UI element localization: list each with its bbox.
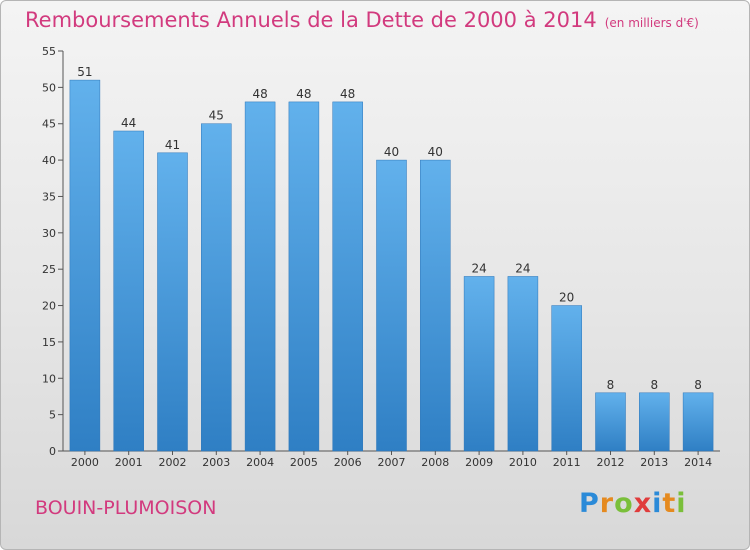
x-tick-label: 2011	[553, 456, 581, 469]
bar	[157, 152, 188, 452]
x-tick-label: 2008	[421, 456, 449, 469]
bar	[420, 159, 451, 452]
y-tick-label: 40	[42, 154, 56, 167]
data-label: 44	[121, 116, 136, 130]
bar	[288, 101, 320, 452]
x-tick-label: 2003	[202, 456, 230, 469]
data-label: 41	[165, 138, 180, 152]
city-name: BOUIN-PLUMOISON	[35, 497, 217, 519]
bar	[551, 305, 582, 452]
y-tick-label: 15	[42, 336, 56, 349]
x-tick-label: 2012	[597, 456, 625, 469]
logo-letter: i	[676, 488, 687, 519]
x-tick-label: 2004	[246, 456, 274, 469]
logo-letter: r	[599, 488, 615, 519]
data-label: 48	[252, 87, 267, 101]
y-tick-label: 35	[42, 190, 56, 203]
x-tick-label: 2000	[71, 456, 99, 469]
bar	[244, 101, 276, 452]
y-tick-label: 50	[42, 81, 56, 94]
data-label: 8	[694, 378, 702, 392]
logo-letter: P	[579, 488, 600, 519]
data-label: 45	[209, 109, 224, 123]
data-label: 40	[384, 145, 399, 159]
bar	[201, 123, 232, 452]
data-label: 51	[77, 65, 92, 79]
x-tick-label: 2014	[684, 456, 712, 469]
title-unit: (en milliers d'€)	[604, 16, 699, 30]
bar	[376, 159, 407, 452]
bar	[69, 79, 101, 452]
x-tick-label: 2007	[378, 456, 406, 469]
data-label: 24	[515, 261, 530, 275]
bar	[507, 276, 539, 452]
y-tick-label: 30	[42, 227, 56, 240]
y-tick-label: 10	[42, 372, 56, 385]
y-tick-label: 20	[42, 300, 56, 313]
y-tick-label: 0	[49, 445, 56, 458]
y-tick-label: 55	[42, 45, 56, 58]
data-label: 48	[340, 87, 355, 101]
x-tick-label: 2013	[640, 456, 668, 469]
bar	[113, 130, 144, 452]
bar	[639, 392, 670, 452]
x-tick-label: 2006	[334, 456, 362, 469]
y-tick-label: 5	[49, 409, 56, 422]
x-tick-label: 2002	[159, 456, 187, 469]
chart-title: Remboursements Annuels de la Dette de 20…	[25, 8, 699, 32]
data-label: 48	[296, 87, 311, 101]
bar	[682, 392, 714, 452]
title-text: Remboursements Annuels de la Dette de 20…	[25, 8, 597, 32]
logo-letter: t	[662, 488, 677, 519]
bar	[332, 101, 363, 452]
y-tick-label: 45	[42, 118, 56, 131]
data-label: 8	[650, 378, 658, 392]
x-tick-label: 2001	[115, 456, 143, 469]
x-tick-label: 2005	[290, 456, 318, 469]
x-tick-label: 2009	[465, 456, 493, 469]
bar	[595, 392, 626, 452]
y-tick-label: 25	[42, 263, 56, 276]
logo-letter: o	[614, 488, 634, 519]
proxiti-logo: Proxiti	[579, 488, 687, 519]
logo-letter: x	[633, 488, 653, 519]
logo-letter: i	[652, 488, 663, 519]
x-tick-label: 2010	[509, 456, 537, 469]
data-label: 40	[428, 145, 443, 159]
data-label: 24	[471, 261, 486, 275]
data-label: 8	[607, 378, 615, 392]
data-label: 20	[559, 291, 574, 305]
bar	[463, 276, 495, 452]
